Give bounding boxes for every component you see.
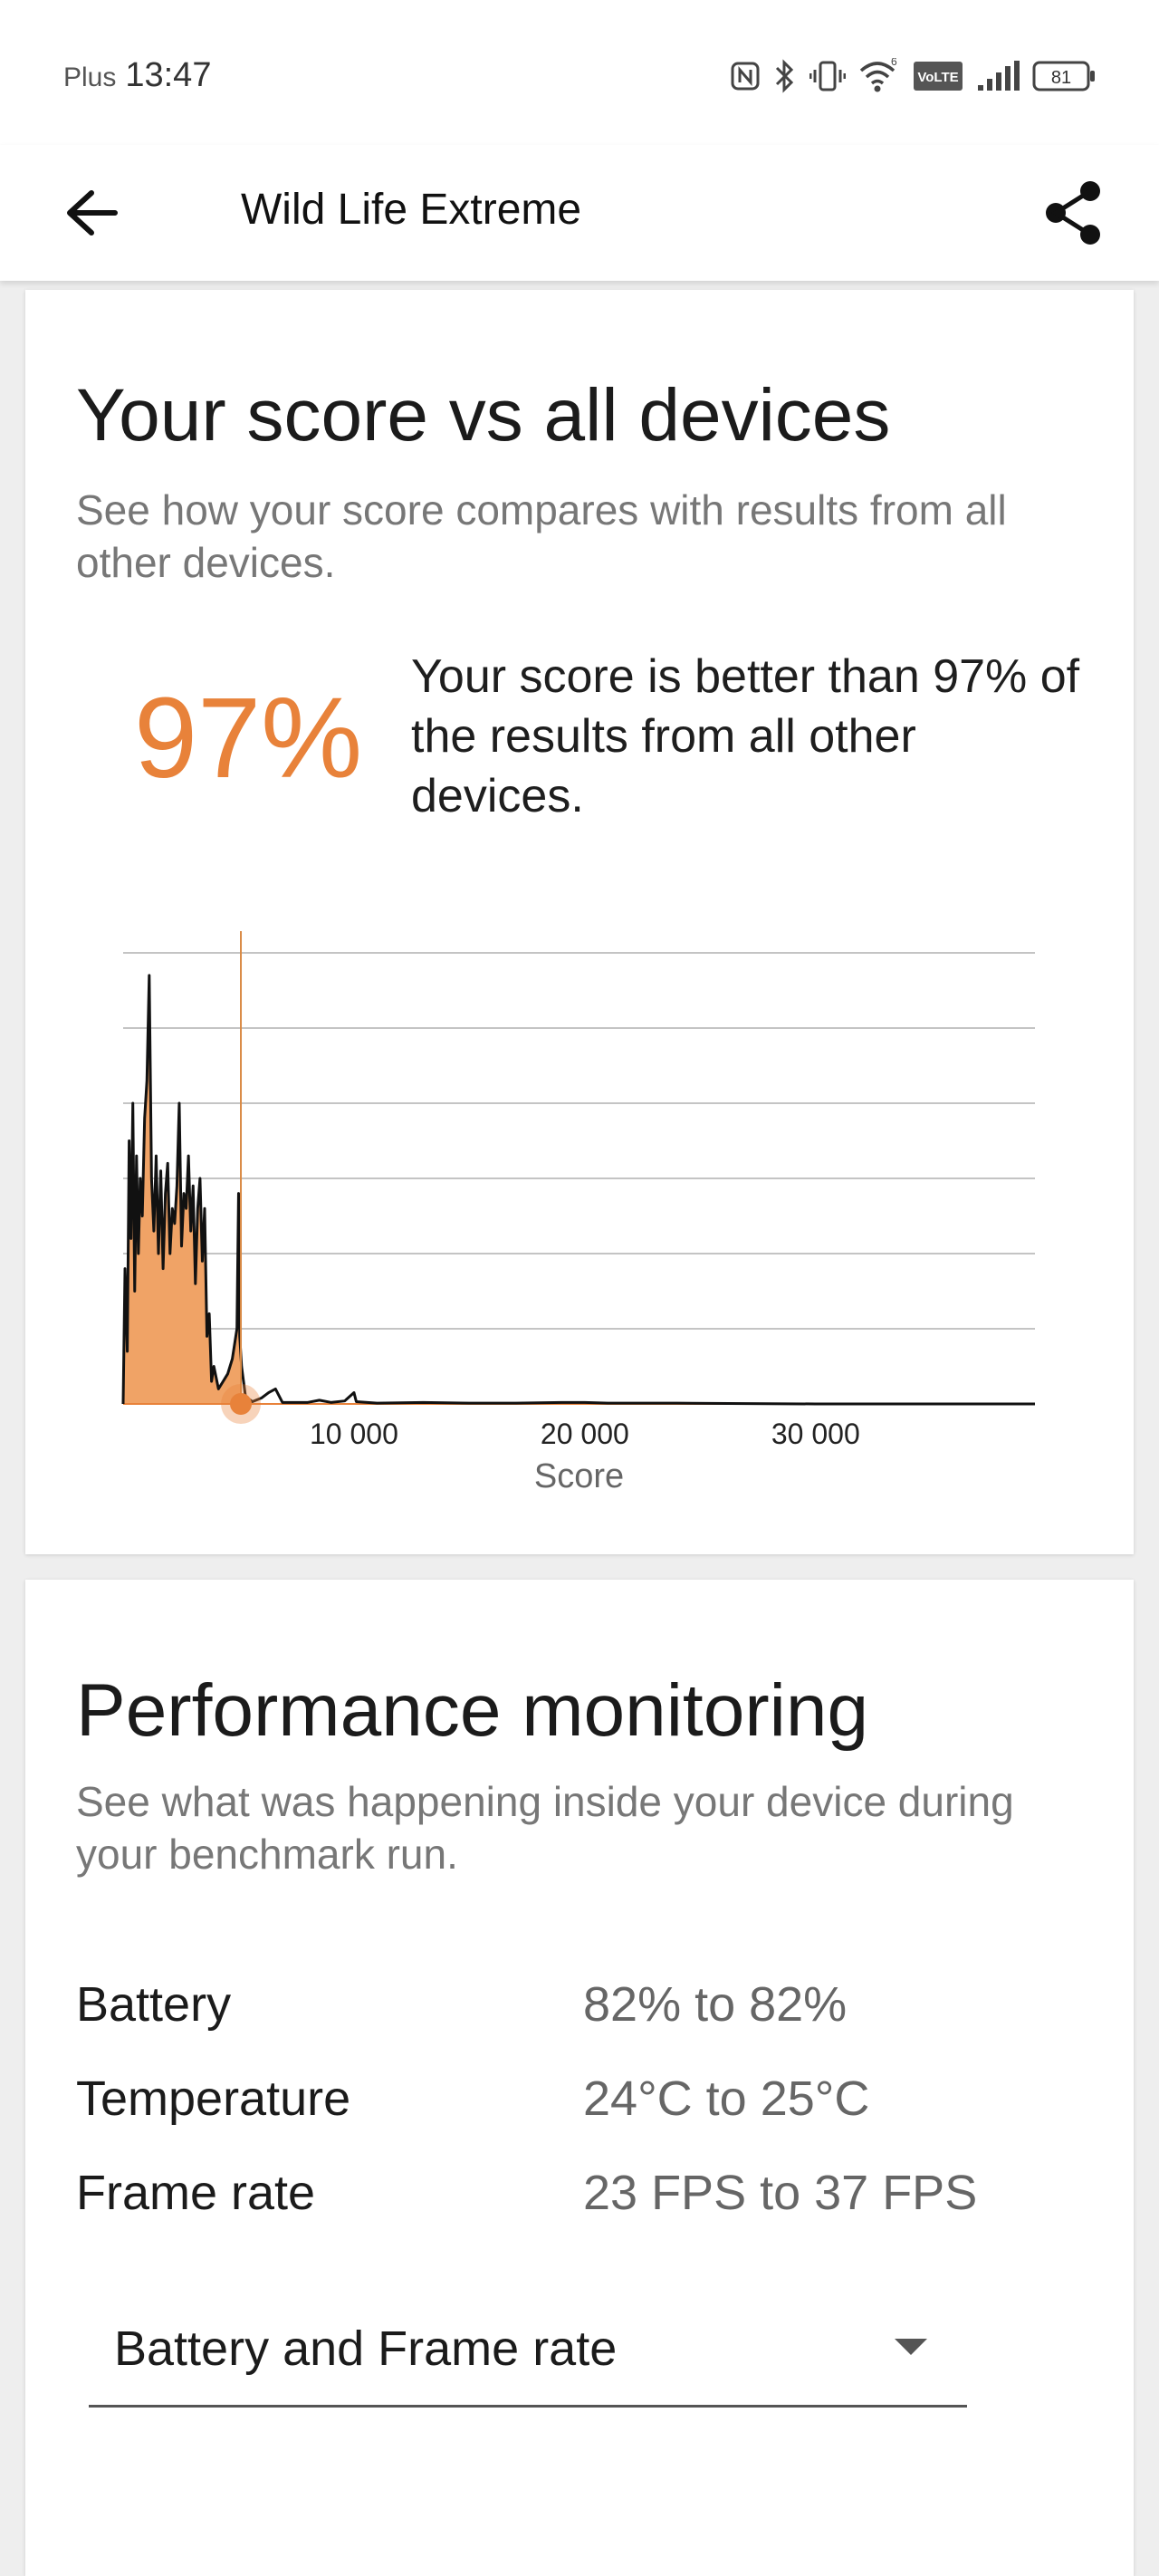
score-card-title: Your score vs all devices bbox=[76, 374, 891, 457]
metric-label: Temperature bbox=[76, 2071, 351, 2126]
arrow-left-icon bbox=[67, 190, 118, 235]
x-tick-label: 10 000 bbox=[310, 1418, 398, 1450]
metric-row-frame-rate: Frame rate 23 FPS to 37 FPS bbox=[76, 2148, 1090, 2243]
status-left: Plus 13:47 bbox=[63, 56, 211, 95]
percentile-value: 97% bbox=[134, 674, 363, 802]
metric-row-temperature: Temperature 24°C to 25°C bbox=[76, 2054, 1090, 2148]
metric-label: Battery bbox=[76, 1977, 232, 2032]
bluetooth-icon bbox=[773, 59, 797, 93]
share-button[interactable] bbox=[1023, 172, 1123, 254]
metrics-list: Battery 82% to 82% Temperature 24°C to 2… bbox=[76, 1960, 1090, 2243]
volte-label: VoLTE bbox=[917, 70, 958, 85]
battery-level: 81 bbox=[1051, 68, 1071, 88]
volte-icon: VoLTE bbox=[913, 61, 963, 91]
distribution-line bbox=[121, 974, 1035, 1406]
x-axis-label: Score bbox=[534, 1457, 624, 1495]
svg-text:6: 6 bbox=[891, 58, 897, 68]
metric-value: 23 FPS to 37 FPS bbox=[583, 2166, 978, 2220]
perf-card-title: Performance monitoring bbox=[76, 1669, 869, 1752]
percentile-description: Your score is better than 97% of the res… bbox=[411, 650, 1080, 822]
page-title: Wild Life Extreme bbox=[241, 186, 582, 234]
performance-monitoring-card: Performance monitoring See what was happ… bbox=[25, 1580, 1134, 2576]
metric-label: Frame rate bbox=[76, 2166, 316, 2220]
below-score-area bbox=[123, 975, 242, 1404]
x-tick-label: 20 000 bbox=[541, 1418, 629, 1450]
nfc-icon bbox=[730, 61, 761, 91]
back-button[interactable] bbox=[51, 172, 132, 254]
status-icons: 6 VoLTE 81 bbox=[730, 58, 1096, 94]
wifi-icon: 6 bbox=[858, 58, 900, 94]
metric-value: 82% to 82% bbox=[583, 1977, 848, 2032]
carrier-label: Plus bbox=[63, 62, 117, 92]
signal-icon bbox=[976, 60, 1020, 92]
metric-value: 24°C to 25°C bbox=[583, 2071, 870, 2126]
score-card-subtitle: See how your score compares with results… bbox=[76, 486, 1007, 586]
dropdown-selected-value: Battery and Frame rate bbox=[114, 2321, 618, 2376]
your-score-marker bbox=[230, 1393, 253, 1415]
clock: 13:47 bbox=[125, 56, 212, 94]
metric-row-battery: Battery 82% to 82% bbox=[76, 1960, 1090, 2054]
score-comparison-card: Your score vs all devices See how your s… bbox=[25, 290, 1134, 1554]
chart-type-dropdown[interactable]: Battery and Frame rate bbox=[89, 2295, 967, 2408]
app-bar: Wild Life Extreme bbox=[0, 145, 1159, 281]
vibrate-icon bbox=[809, 59, 846, 93]
battery-icon: 81 bbox=[1032, 60, 1096, 92]
status-bar: Plus 13:47 6 VoLTE 81 bbox=[0, 0, 1159, 145]
share-icon bbox=[1046, 181, 1100, 245]
dropdown-arrow-icon bbox=[895, 2339, 927, 2355]
x-tick-label: 30 000 bbox=[771, 1418, 860, 1450]
score-distribution-chart: 10 000 20 000 30 000 Score bbox=[121, 931, 1035, 1495]
perf-card-subtitle: See what was happening inside your devic… bbox=[76, 1778, 1014, 1878]
